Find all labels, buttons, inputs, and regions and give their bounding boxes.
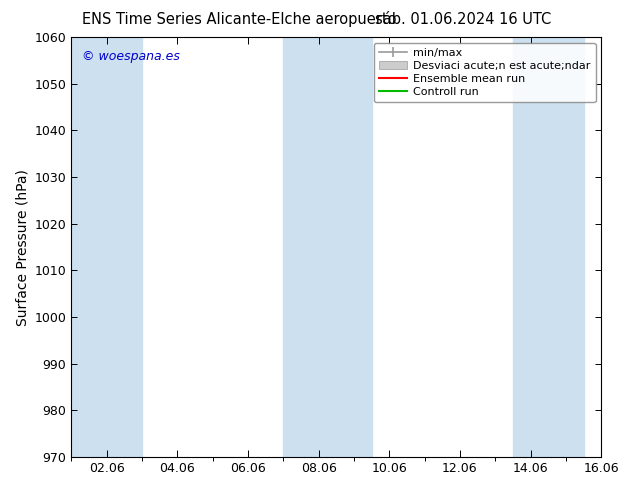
Text: © woespana.es: © woespana.es	[82, 50, 180, 63]
Text: sáb. 01.06.2024 16 UTC: sáb. 01.06.2024 16 UTC	[375, 12, 552, 27]
Legend: min/max, Desviaci acute;n est acute;ndar, Ensemble mean run, Controll run: min/max, Desviaci acute;n est acute;ndar…	[374, 43, 595, 102]
Bar	[71, 37, 142, 457]
Text: ENS Time Series Alicante-Elche aeropuerto: ENS Time Series Alicante-Elche aeropuert…	[82, 12, 397, 27]
Bar	[283, 37, 372, 457]
Bar	[513, 37, 583, 457]
Y-axis label: Surface Pressure (hPa): Surface Pressure (hPa)	[15, 169, 29, 325]
